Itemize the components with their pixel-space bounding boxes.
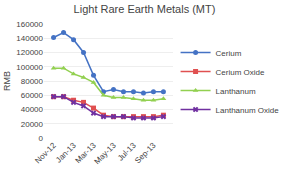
svg-text:May-13: May-13 [92,140,118,166]
svg-text:60000: 60000 [21,91,44,100]
svg-text:Cerium: Cerium [216,49,242,58]
svg-text:Jul-13: Jul-13 [116,140,138,162]
svg-text:160000: 160000 [16,20,43,29]
svg-text:RMB: RMB [2,71,12,91]
svg-text:Nov-12: Nov-12 [33,140,58,165]
svg-text:Mar-13: Mar-13 [73,140,98,165]
svg-text:140000: 140000 [16,34,43,43]
svg-text:Lanthanum Oxide: Lanthanum Oxide [216,106,280,115]
svg-text:100000: 100000 [16,63,43,72]
svg-text:Cerium Oxide: Cerium Oxide [216,68,265,77]
svg-text:0: 0 [39,134,44,143]
svg-text:80000: 80000 [21,77,44,86]
svg-text:Light Rare Earth Metals (MT): Light Rare Earth Metals (MT) [74,3,216,15]
svg-text:Jan-13: Jan-13 [54,140,78,164]
svg-text:40000: 40000 [21,105,44,114]
svg-text:20000: 20000 [21,120,44,129]
svg-text:120000: 120000 [16,48,43,57]
svg-text:Sep-13: Sep-13 [133,140,158,165]
svg-text:Lanthanum: Lanthanum [216,87,256,96]
